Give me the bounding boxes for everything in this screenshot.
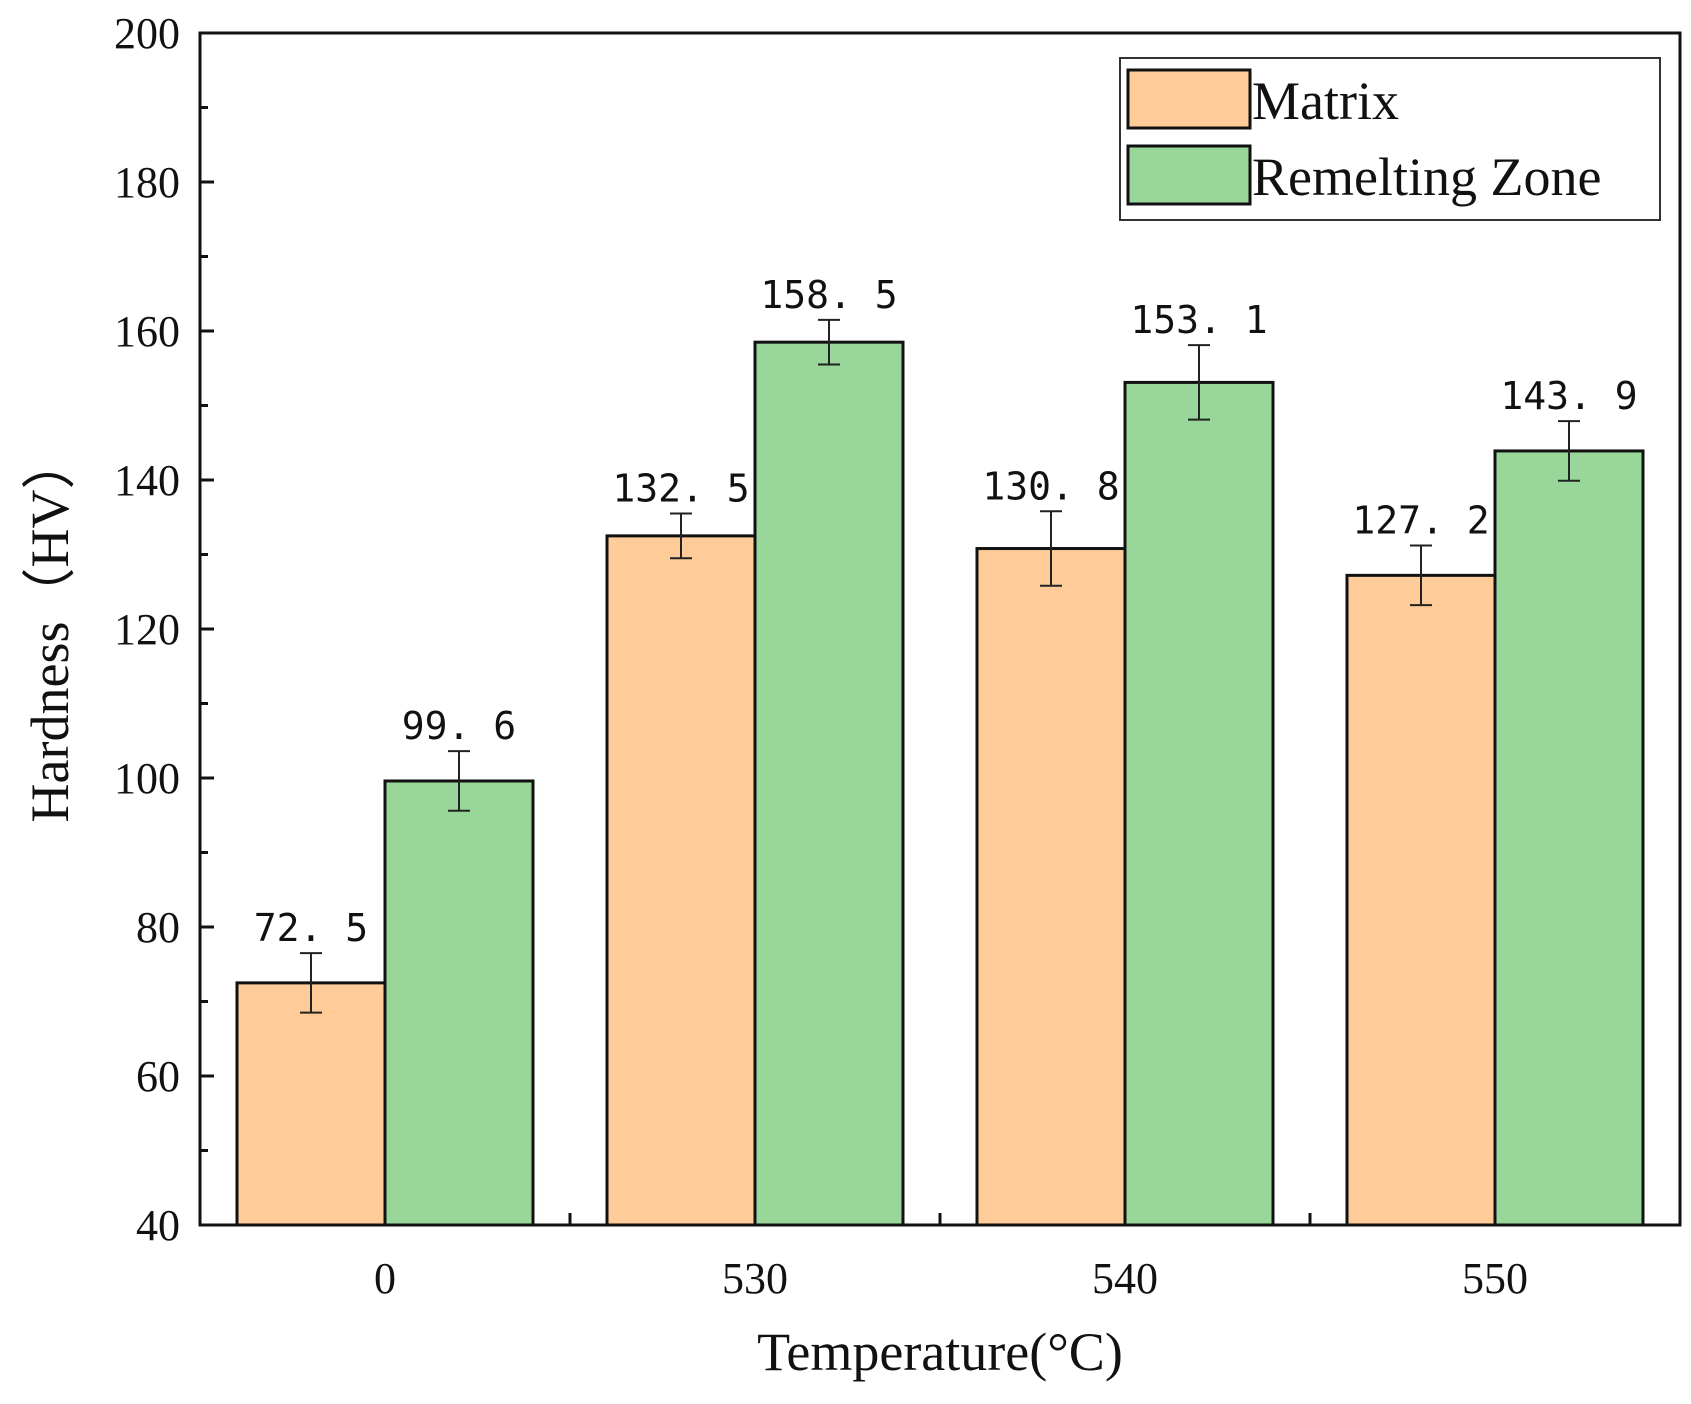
error-bar-matrix-0 <box>300 952 322 1014</box>
data-label-remelting-zone-0: 99. 6 <box>402 704 516 748</box>
y-tick-label: 40 <box>136 1201 180 1250</box>
y-axis-title: Hardness（HV） <box>20 436 80 823</box>
error-bar-remelting-zone-530 <box>818 318 840 366</box>
error-bar-matrix-530 <box>670 512 692 560</box>
x-tick-label: 550 <box>1462 1254 1528 1303</box>
legend-swatch-matrix <box>1126 68 1252 130</box>
y-tick-label: 140 <box>114 456 180 505</box>
bar-remelting-zone-530 <box>753 340 905 1227</box>
error-bar-matrix-540 <box>1040 510 1062 587</box>
error-bar-remelting-zone-540 <box>1188 344 1210 421</box>
bar-matrix-530 <box>605 534 757 1227</box>
x-tick-label: 0 <box>374 1254 396 1303</box>
data-label-remelting-zone-530: 158. 5 <box>760 273 897 317</box>
axes-group: 40 60 80 100 120 140 160 180 200 0 530 540 550 <box>114 9 1682 1303</box>
error-bar-matrix-550 <box>1410 544 1432 607</box>
data-label-matrix-550: 127. 2 <box>1352 499 1489 543</box>
legend-label-remelting-zone: Remelting Zone <box>1252 147 1601 207</box>
y-tick-label: 80 <box>136 903 180 952</box>
data-label-remelting-zone-540: 153. 1 <box>1130 298 1267 342</box>
legend-swatch-remelting-zone <box>1126 144 1252 206</box>
bar-matrix-550 <box>1345 573 1497 1227</box>
bar-remelting-zone-0 <box>383 779 535 1227</box>
bar-remelting-zone-540 <box>1123 380 1275 1227</box>
x-tick-label: 530 <box>722 1254 788 1303</box>
data-label-matrix-0: 72. 5 <box>254 906 368 950</box>
data-label-matrix-530: 132. 5 <box>612 467 749 511</box>
legend-label-matrix: Matrix <box>1252 71 1399 131</box>
y-tick-label: 120 <box>114 605 180 654</box>
data-labels-group: 72. 5 132. 5 130. 8 127. 2 99. 6 158. 5 153. 1… <box>254 273 1638 950</box>
y-tick-label: 180 <box>114 158 180 207</box>
error-bar-remelting-zone-550 <box>1558 420 1580 482</box>
legend: Matrix Remelting Zone <box>1119 57 1661 221</box>
bar-matrix-0 <box>235 981 387 1227</box>
data-label-remelting-zone-550: 143. 9 <box>1500 374 1637 418</box>
y-tick-label: 100 <box>114 754 180 803</box>
y-tick-label: 60 <box>136 1052 180 1101</box>
data-label-matrix-540: 130. 8 <box>982 464 1119 508</box>
error-bar-remelting-zone-0 <box>448 750 470 812</box>
y-tick-label: 200 <box>114 9 180 58</box>
y-tick-label: 160 <box>114 307 180 356</box>
x-axis-title: Temperature(°C) <box>757 1322 1123 1382</box>
bar-remelting-zone-550 <box>1493 449 1645 1227</box>
bar-matrix-540 <box>975 547 1127 1227</box>
x-tick-label: 540 <box>1092 1254 1158 1303</box>
error-bars-group <box>300 318 1580 1014</box>
bars-group <box>235 340 1645 1227</box>
